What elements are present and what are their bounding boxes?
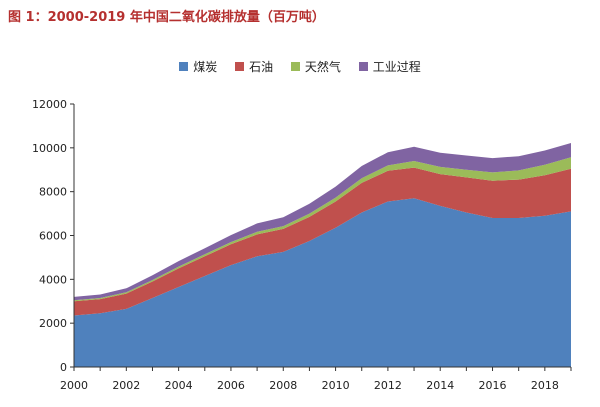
x-tick-label-2006: 2006 (217, 379, 245, 392)
legend-label-gas: 天然气 (304, 60, 341, 74)
area-series-3 (74, 143, 571, 301)
area-series-0 (74, 198, 571, 367)
y-tick-label-10000: 10000 (32, 142, 67, 155)
y-tick-label-6000: 6000 (39, 230, 67, 243)
legend-swatch-coal (179, 62, 189, 71)
x-tick-label-2002: 2002 (112, 379, 140, 392)
y-tick-label-4000: 4000 (39, 273, 67, 286)
y-tick-label-2000: 2000 (39, 317, 67, 330)
legend-label-coal: 煤炭 (193, 60, 218, 74)
legend-item-industry: 工业过程 (358, 58, 421, 75)
x-tick-label-2000: 2000 (60, 379, 88, 392)
legend-label-industry: 工业过程 (372, 60, 421, 74)
legend-item-oil: 石油 (235, 58, 273, 75)
legend-label-oil: 石油 (249, 60, 274, 74)
x-tick-label-2018: 2018 (531, 379, 559, 392)
y-tick-label-12000: 12000 (32, 98, 67, 111)
area-series-1 (74, 167, 571, 316)
x-tick-label-2010: 2010 (322, 379, 350, 392)
x-tick-label-2004: 2004 (165, 379, 193, 392)
y-tick-label-0: 0 (60, 361, 67, 374)
legend-swatch-oil (235, 62, 245, 71)
area-series-2 (74, 157, 571, 302)
legend-item-gas: 天然气 (290, 58, 341, 75)
x-tick-label-2016: 2016 (479, 379, 507, 392)
y-tick-label-8000: 8000 (39, 186, 67, 199)
x-tick-label-2008: 2008 (269, 379, 297, 392)
x-tick-label-2012: 2012 (374, 379, 402, 392)
figure-title: 图 1：2000-2019 年中国二氧化碳排放量（百万吨） (8, 10, 325, 25)
legend-swatch-industry (358, 62, 368, 71)
x-tick-label-2014: 2014 (426, 379, 454, 392)
legend-item-coal: 煤炭 (179, 58, 217, 75)
legend-swatch-gas (290, 62, 300, 71)
chart-legend: 煤炭 石油 天然气 工业过程 (0, 58, 600, 75)
